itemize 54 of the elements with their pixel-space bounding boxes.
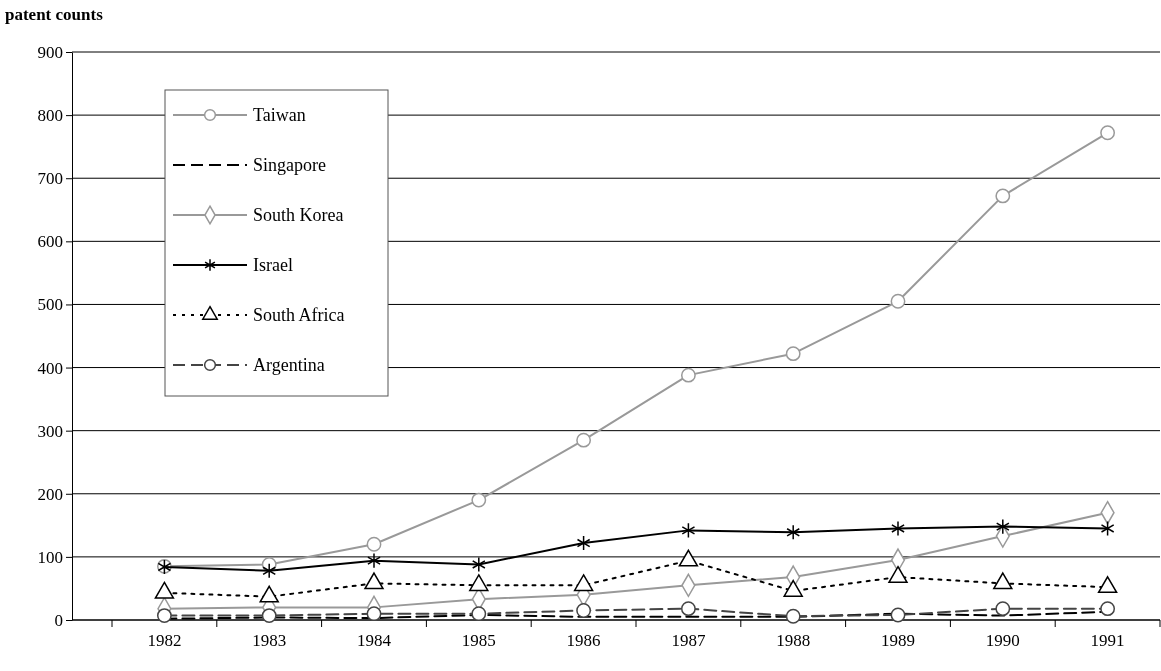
y-tick-label: 200 [37, 484, 63, 504]
point [995, 518, 1010, 535]
y-tick-label: 500 [37, 295, 63, 315]
y-tick-label: 100 [37, 547, 63, 567]
legend-label: Argentina [253, 355, 325, 375]
legend-label: Taiwan [253, 105, 306, 125]
point [576, 603, 592, 618]
point [891, 520, 905, 537]
point [576, 535, 591, 551]
x-tick-label: 1983 [252, 631, 287, 651]
point [995, 601, 1011, 617]
x-tick-label: 1987 [671, 631, 706, 651]
point [680, 601, 696, 617]
point [1100, 125, 1116, 141]
point [680, 367, 696, 383]
y-tick-label: 300 [37, 421, 63, 441]
legend-label: South Africa [253, 305, 345, 325]
point [576, 432, 592, 448]
x-tick-label: 1988 [776, 631, 811, 651]
y-tick-label: 400 [37, 358, 63, 378]
y-tick-label: 600 [37, 232, 63, 252]
point [366, 606, 382, 622]
point [1100, 520, 1115, 537]
point [471, 492, 487, 508]
x-tick-label: 1989 [881, 631, 915, 651]
point [785, 346, 801, 362]
point [261, 608, 277, 623]
point [367, 552, 381, 569]
point [890, 607, 906, 623]
y-axis-title: patent counts [5, 5, 104, 24]
point [471, 556, 486, 573]
x-tick-label: 1990 [985, 631, 1020, 651]
y-tick-label: 900 [37, 42, 63, 62]
point [262, 562, 277, 579]
point [890, 293, 906, 309]
legend-label: South Korea [253, 205, 344, 225]
point [785, 608, 801, 624]
x-tick-label: 1982 [147, 631, 182, 651]
x-tick-label: 1985 [461, 631, 496, 651]
legend-label: Singapore [253, 155, 326, 175]
legend-label: Israel [253, 255, 293, 275]
y-tick-label: 0 [54, 610, 63, 630]
y-tick-label: 700 [37, 169, 63, 189]
point [471, 606, 487, 622]
x-tick-label: 1991 [1090, 631, 1125, 651]
point [995, 188, 1011, 204]
point [156, 608, 172, 623]
y-tick-label: 800 [37, 106, 63, 126]
point [1100, 601, 1116, 617]
point [366, 536, 382, 552]
point [681, 522, 696, 539]
x-tick-label: 1984 [357, 631, 392, 651]
point [786, 524, 801, 541]
x-tick-label: 1986 [566, 631, 601, 651]
